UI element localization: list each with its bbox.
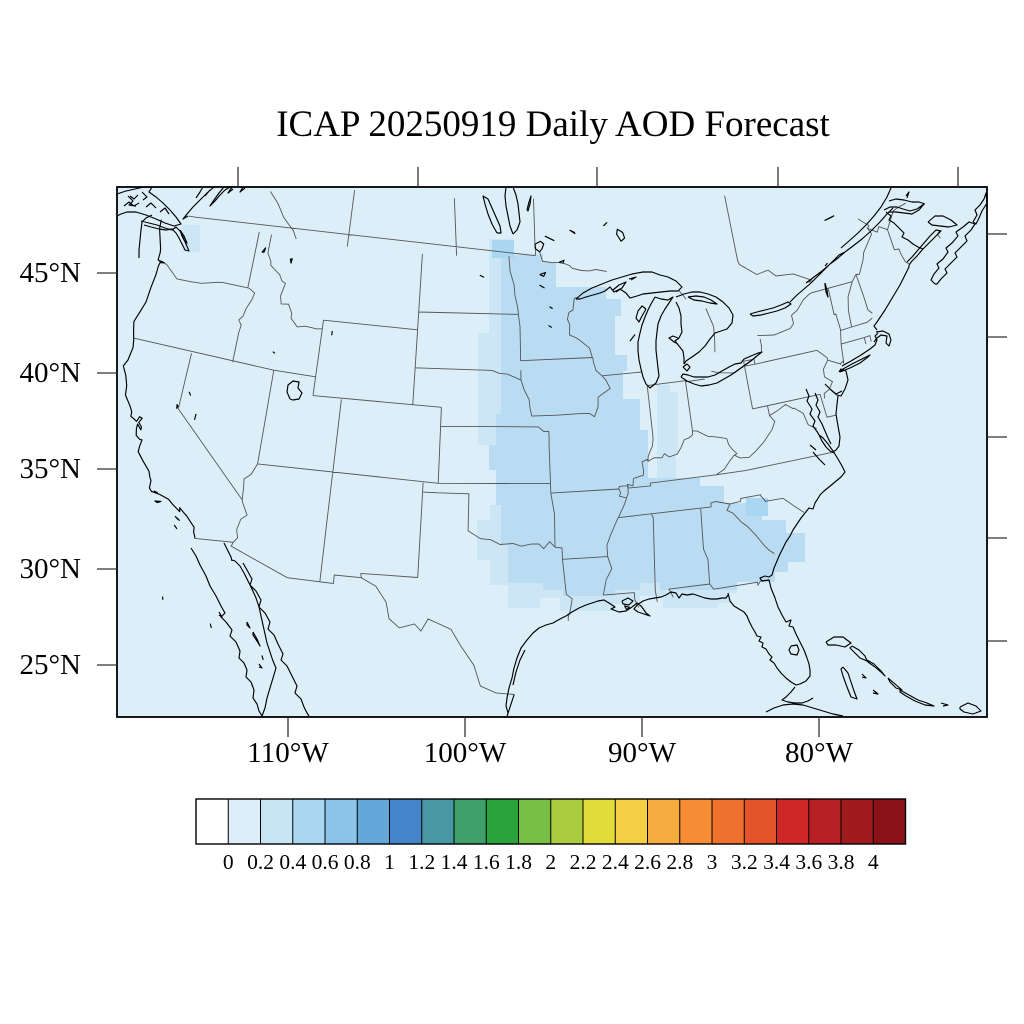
svg-text:3.8: 3.8 — [828, 850, 855, 874]
svg-text:0.4: 0.4 — [279, 850, 306, 874]
svg-text:35°N: 35°N — [19, 453, 81, 485]
svg-text:2.6: 2.6 — [634, 850, 661, 874]
svg-text:2.8: 2.8 — [666, 850, 693, 874]
svg-text:90°W: 90°W — [608, 737, 677, 769]
svg-text:2.4: 2.4 — [602, 850, 629, 874]
svg-text:3: 3 — [707, 850, 718, 874]
svg-text:1.8: 1.8 — [505, 850, 532, 874]
svg-text:0: 0 — [223, 850, 234, 874]
svg-text:ICAP 20250919 Daily AOD Foreca: ICAP 20250919 Daily AOD Forecast — [276, 104, 830, 145]
svg-text:1: 1 — [384, 850, 395, 874]
svg-text:40°N: 40°N — [19, 357, 81, 389]
svg-text:110°W: 110°W — [247, 737, 329, 769]
svg-text:2: 2 — [545, 850, 556, 874]
svg-text:1.4: 1.4 — [441, 850, 468, 874]
svg-text:45°N: 45°N — [19, 257, 81, 289]
svg-text:1.2: 1.2 — [408, 850, 435, 874]
svg-text:3.6: 3.6 — [795, 850, 822, 874]
svg-text:1.6: 1.6 — [473, 850, 500, 874]
svg-text:0.6: 0.6 — [312, 850, 339, 874]
svg-text:100°W: 100°W — [424, 737, 507, 769]
svg-text:3.2: 3.2 — [731, 850, 758, 874]
svg-text:25°N: 25°N — [19, 649, 81, 681]
svg-text:2.2: 2.2 — [570, 850, 597, 874]
svg-text:3.4: 3.4 — [763, 850, 790, 874]
svg-text:0.2: 0.2 — [247, 850, 274, 874]
svg-text:0.8: 0.8 — [344, 850, 371, 874]
svg-text:30°N: 30°N — [19, 553, 81, 585]
svg-text:80°W: 80°W — [785, 737, 854, 769]
svg-text:4: 4 — [868, 850, 879, 874]
